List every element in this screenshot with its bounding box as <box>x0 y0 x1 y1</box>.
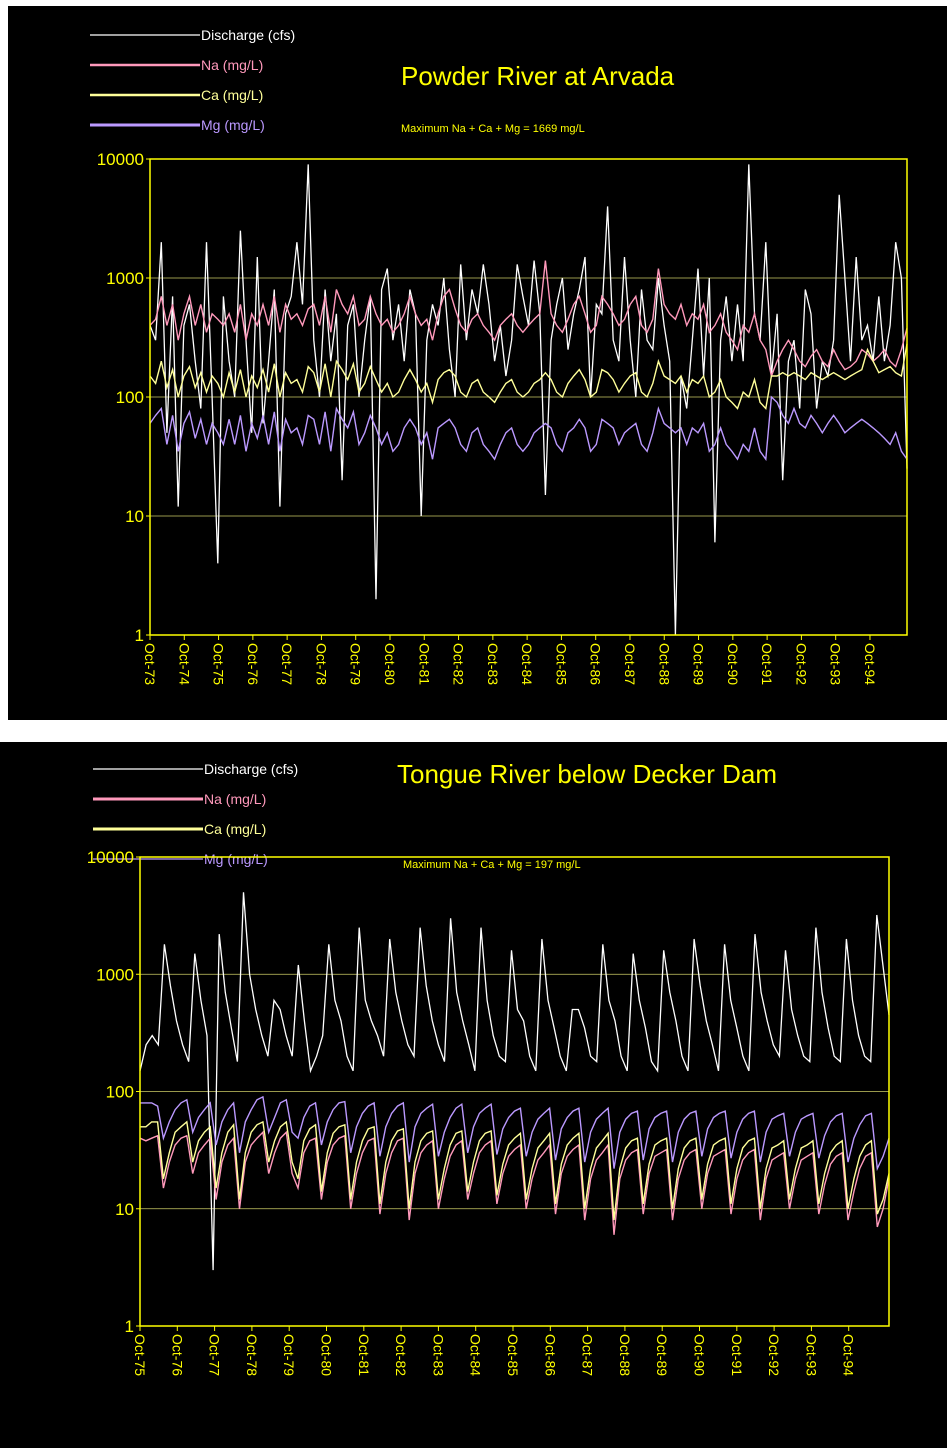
x-tick-label: Oct-90 <box>692 1334 708 1376</box>
x-tick-label: Oct-88 <box>617 1334 633 1376</box>
series-line-mg-mg-l <box>140 1095 890 1172</box>
x-tick-label: Oct-91 <box>729 1334 745 1376</box>
tongue-river-chart-panel: Tongue River below Decker Dam Maximum Na… <box>0 742 947 1448</box>
y-tick-label: 100 <box>106 1083 134 1102</box>
y-tick-label: 1000 <box>96 965 134 984</box>
plot-area: 1 10 100 1000 10000 Oct-73 Oct-74 Oct-75 Oct-76 O… <box>97 150 908 685</box>
legend-label-discharge-cfs: Discharge (cfs) <box>204 761 298 777</box>
series-line-na-mg-l <box>149 260 908 379</box>
x-tick-label: Oct-73 <box>142 643 158 685</box>
x-tick-label: Oct-80 <box>382 643 398 685</box>
y-tick-label: 1000 <box>106 269 144 288</box>
legend: Discharge (cfs) Na (mg/L) Ca (mg/L) Mg (mg/… <box>90 27 295 133</box>
x-tick-label: Oct-76 <box>245 643 261 685</box>
x-tick-label: Oct-81 <box>356 1334 372 1376</box>
series-line-na-mg-l <box>139 1130 890 1235</box>
legend: Discharge (cfs) Na (mg/L) Ca (mg/L) Mg (mg/… <box>93 761 298 867</box>
x-tick-label: Oct-77 <box>279 643 295 685</box>
x-tick-label: Oct-93 <box>828 643 844 685</box>
y-tick-label: 1 <box>135 626 144 645</box>
x-tick-label: Oct-81 <box>416 643 432 685</box>
x-tick-label: Oct-87 <box>622 643 638 685</box>
legend-label-ca-mg-l: Ca (mg/L) <box>204 821 266 837</box>
x-tick-label: Oct-82 <box>451 643 467 685</box>
chart-subtitle: Maximum Na + Ca + Mg = 1669 mg/L <box>401 123 585 135</box>
x-tick-label: Oct-94 <box>841 1334 857 1376</box>
chart-title: Powder River at Arvada <box>401 61 675 91</box>
x-tick-label: Oct-80 <box>319 1334 335 1376</box>
x-tick-label: Oct-85 <box>505 1334 521 1376</box>
x-tick-label: Oct-78 <box>313 643 329 685</box>
x-tick-label: Oct-85 <box>553 643 569 685</box>
x-tick-label: Oct-74 <box>176 643 192 685</box>
x-tick-label: Oct-79 <box>281 1334 297 1376</box>
legend-label-na-mg-l: Na (mg/L) <box>201 57 263 73</box>
series-line-ca-mg-l <box>149 343 908 411</box>
chart-subtitle: Maximum Na + Ca + Mg = 197 mg/L <box>403 859 581 871</box>
x-tick-label: Oct-86 <box>588 643 604 685</box>
legend-label-mg-mg-l: Mg (mg/L) <box>204 851 268 867</box>
tongue-river-chart: Tongue River below Decker Dam Maximum Na… <box>87 759 890 1376</box>
x-tick-label: Oct-83 <box>430 1334 446 1376</box>
x-tick-label: Oct-83 <box>485 643 501 685</box>
x-tick-label: Oct-84 <box>519 643 535 685</box>
x-tick-label: Oct-90 <box>725 643 741 685</box>
series-line-discharge-cfs <box>139 892 890 1271</box>
y-tick-label: 10000 <box>87 848 134 867</box>
x-tick-label: Oct-82 <box>393 1334 409 1376</box>
x-tick-label: Oct-75 <box>211 643 227 685</box>
x-tick-label: Oct-89 <box>691 643 707 685</box>
x-tick-label: Oct-94 <box>862 643 878 685</box>
plot-area: 1 10 100 1000 10000 Oct-75 Oct-76 Oct-77 Oct-78 O… <box>87 848 890 1376</box>
legend-label-discharge-cfs: Discharge (cfs) <box>201 27 295 43</box>
x-tick-label: Oct-89 <box>654 1334 670 1376</box>
x-tick-label: Oct-75 <box>132 1334 148 1376</box>
legend-label-mg-mg-l: Mg (mg/L) <box>201 117 265 133</box>
series-line-mg-mg-l <box>149 395 908 462</box>
x-tick-label: Oct-92 <box>793 643 809 685</box>
x-tick-label: Oct-78 <box>244 1334 260 1376</box>
y-tick-label: 10000 <box>97 150 144 169</box>
series-line-discharge-cfs <box>149 164 908 636</box>
x-tick-label: Oct-77 <box>207 1334 223 1376</box>
x-tick-label: Oct-87 <box>580 1334 596 1376</box>
legend-label-na-mg-l: Na (mg/L) <box>204 791 266 807</box>
powder-river-chart: Powder River at Arvada Maximum Na + Ca +… <box>90 27 908 685</box>
legend-label-ca-mg-l: Ca (mg/L) <box>201 87 263 103</box>
x-tick-label: Oct-91 <box>759 643 775 685</box>
chart-title: Tongue River below Decker Dam <box>397 759 777 789</box>
powder-river-chart-panel: Powder River at Arvada Maximum Na + Ca +… <box>8 6 947 720</box>
y-tick-label: 100 <box>116 388 144 407</box>
x-tick-label: Oct-79 <box>348 643 364 685</box>
y-tick-label: 10 <box>115 1200 134 1219</box>
x-tick-label: Oct-93 <box>803 1334 819 1376</box>
y-tick-label: 1 <box>125 1317 134 1336</box>
x-tick-label: Oct-86 <box>542 1334 558 1376</box>
series-line-ca-mg-l <box>140 1120 890 1221</box>
x-tick-label: Oct-92 <box>766 1334 782 1376</box>
x-tick-label: Oct-88 <box>656 643 672 685</box>
x-tick-label: Oct-76 <box>169 1334 185 1376</box>
x-tick-label: Oct-84 <box>468 1334 484 1376</box>
y-tick-label: 10 <box>125 507 144 526</box>
